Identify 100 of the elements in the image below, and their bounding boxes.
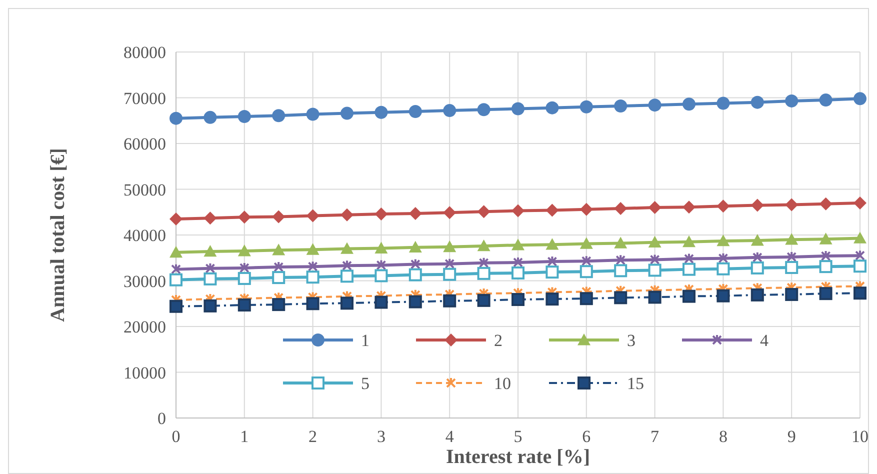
point (512, 293, 524, 306)
point (819, 197, 832, 210)
point (205, 262, 216, 274)
point (170, 212, 182, 226)
y-tick-label: 60000 (124, 134, 166, 154)
point (512, 204, 524, 218)
point (581, 255, 592, 266)
point (682, 200, 696, 214)
point (408, 240, 422, 253)
x-tick-label: 7 (650, 427, 660, 446)
point (854, 286, 866, 300)
point (752, 251, 762, 262)
point (408, 295, 422, 308)
point (306, 108, 320, 121)
point (443, 104, 456, 118)
point (308, 260, 318, 272)
point (443, 294, 456, 308)
point (580, 202, 593, 216)
x-tick-label: 2 (308, 427, 318, 446)
point (374, 207, 388, 220)
legend-label: 3 (627, 331, 636, 350)
point (854, 232, 866, 244)
x-tick-label: 4 (445, 427, 454, 446)
point (854, 260, 866, 273)
point (272, 244, 286, 256)
point (546, 266, 559, 279)
point (238, 210, 251, 224)
point (716, 96, 730, 110)
point (785, 233, 798, 245)
point (443, 268, 456, 281)
point (580, 265, 593, 278)
point (614, 264, 628, 278)
point (546, 101, 559, 114)
legend-label: 4 (760, 331, 769, 350)
point (238, 110, 251, 124)
y-tick-label: 50000 (124, 180, 166, 200)
point (272, 271, 286, 284)
point (340, 296, 354, 310)
point (204, 272, 217, 286)
y-axis-title: Annual total cost [€] (47, 148, 69, 322)
point (650, 254, 660, 265)
point (682, 290, 696, 303)
point (580, 237, 593, 249)
legend-label: 1 (361, 331, 370, 350)
point (444, 258, 455, 269)
point (718, 252, 728, 264)
point (854, 196, 866, 210)
point (546, 238, 559, 250)
point (512, 102, 524, 116)
x-axis-title: Interest rate [%] (446, 446, 590, 468)
point (274, 261, 284, 272)
point (819, 287, 832, 300)
x-tick-label: 8 (718, 427, 728, 446)
point (272, 298, 286, 312)
y-tick-label: 30000 (124, 272, 166, 291)
point (512, 238, 524, 250)
y-tick-label: 80000 (124, 43, 166, 62)
point (716, 289, 730, 302)
point (716, 234, 730, 246)
point (340, 106, 354, 120)
point (750, 198, 764, 212)
point (819, 232, 832, 244)
point (614, 236, 628, 248)
point (272, 210, 286, 224)
point (648, 264, 662, 277)
point (374, 242, 388, 254)
point (716, 262, 730, 276)
point (340, 242, 354, 254)
point (170, 246, 182, 258)
point (648, 236, 662, 248)
point (374, 269, 388, 282)
point (408, 207, 422, 220)
point (648, 201, 662, 214)
point (819, 94, 832, 107)
point (306, 209, 320, 222)
point (648, 290, 662, 304)
point (376, 259, 386, 270)
legend-label: 5 (361, 374, 370, 393)
point (477, 205, 490, 218)
point (512, 266, 524, 280)
point (238, 244, 251, 256)
legend-label: 2 (494, 331, 502, 350)
point (170, 112, 182, 125)
point (477, 239, 490, 252)
point (546, 204, 559, 217)
point (614, 291, 628, 304)
y-tick-label: 0 (158, 409, 166, 428)
x-tick-label: 1 (240, 427, 249, 446)
point (785, 198, 798, 212)
point (443, 240, 456, 252)
point (648, 98, 662, 112)
point (786, 250, 797, 262)
point (785, 260, 798, 274)
point (238, 272, 251, 285)
x-tick-label: 5 (514, 427, 522, 446)
point (546, 292, 559, 306)
point (785, 94, 798, 108)
x-tick-label: 9 (787, 427, 796, 446)
point (204, 110, 217, 124)
x-tick-label: 3 (376, 427, 386, 446)
